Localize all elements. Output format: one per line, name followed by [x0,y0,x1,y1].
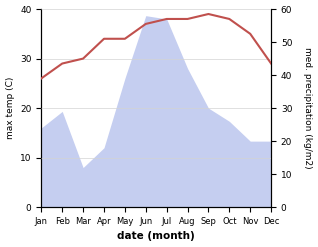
Y-axis label: max temp (C): max temp (C) [5,77,15,139]
Y-axis label: med. precipitation (kg/m2): med. precipitation (kg/m2) [303,47,313,169]
X-axis label: date (month): date (month) [117,231,195,242]
